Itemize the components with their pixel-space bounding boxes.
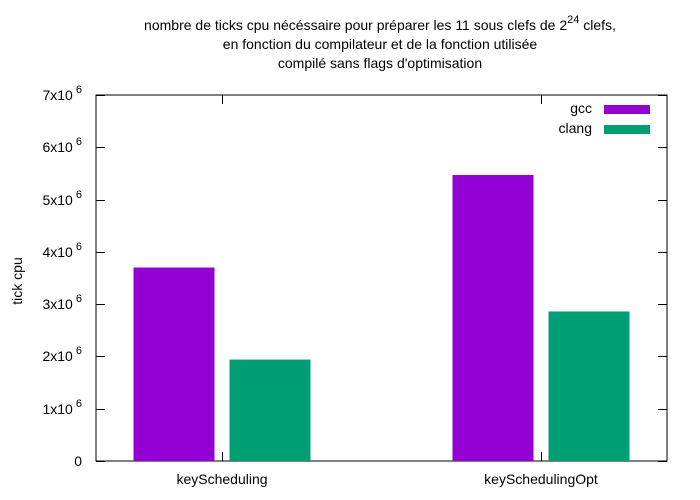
y-tick-label-1: 1x10 6 — [42, 397, 82, 417]
y-tick-label-0: 0 — [74, 453, 82, 469]
chart-title-line-3: compilé sans flags d'optimisation — [277, 55, 483, 71]
y-tick-label-3: 3x10 6 — [42, 292, 82, 312]
y-tick-label-6: 6x10 6 — [42, 135, 82, 155]
bar-gcc-keySchedulingOpt — [452, 174, 534, 462]
x-tick-label-1: keySchedulingOpt — [484, 471, 598, 487]
y-tick-label-base: 6x10 — [42, 138, 73, 155]
y-tick-label-base: 7x10 — [42, 86, 73, 103]
y-tick-label-7: 7x10 6 — [42, 83, 82, 103]
chart-title-line-1: nombre de ticks cpu nécéssaire pour prép… — [144, 14, 616, 34]
y-tick-label-exponent: 6 — [72, 83, 82, 96]
y-tick-label-base: 5x10 — [42, 191, 73, 208]
legend-swatch-clang — [604, 125, 650, 134]
y-tick-label-exponent: 6 — [72, 397, 82, 410]
x-tick-label-0: keyScheduling — [176, 471, 268, 487]
y-tick-label-base: 3x10 — [42, 295, 73, 312]
chart-title: nombre de ticks cpu nécéssaire pour prép… — [0, 14, 700, 73]
plot-frame — [95, 94, 668, 462]
y-tick-label-base: 4x10 — [42, 243, 73, 260]
y-tick-label-base: 0 — [74, 452, 82, 469]
y-tick-label-exponent: 6 — [72, 344, 82, 357]
y-tick-label-exponent: 6 — [72, 292, 82, 305]
y-axis-label: tick cpu — [9, 257, 25, 305]
bar-gcc-keyScheduling — [133, 267, 215, 461]
y-tick-label-exponent: 6 — [72, 240, 82, 253]
y-tick-label-base: 1x10 — [42, 400, 73, 417]
y-tick-label-base: 2x10 — [42, 347, 73, 364]
bar-clang-keySchedulingOpt — [548, 311, 630, 461]
legend-swatch-gcc — [604, 105, 650, 114]
y-tick-label-4: 4x10 6 — [42, 240, 82, 260]
legend-label-gcc: gcc — [570, 100, 592, 116]
y-tick-label-5: 5x10 6 — [42, 188, 82, 208]
bar-clang-keyScheduling — [229, 359, 311, 461]
y-tick-label-exponent: 6 — [72, 188, 82, 201]
chart-title-line-2: en fonction du compilateur et de la fonc… — [222, 36, 538, 52]
y-tick-label-2: 2x10 6 — [42, 344, 82, 364]
legend-label-clang: clang — [558, 120, 592, 136]
chart-title-exponent: 24 — [567, 14, 580, 26]
y-tick-label-exponent: 6 — [72, 135, 82, 148]
